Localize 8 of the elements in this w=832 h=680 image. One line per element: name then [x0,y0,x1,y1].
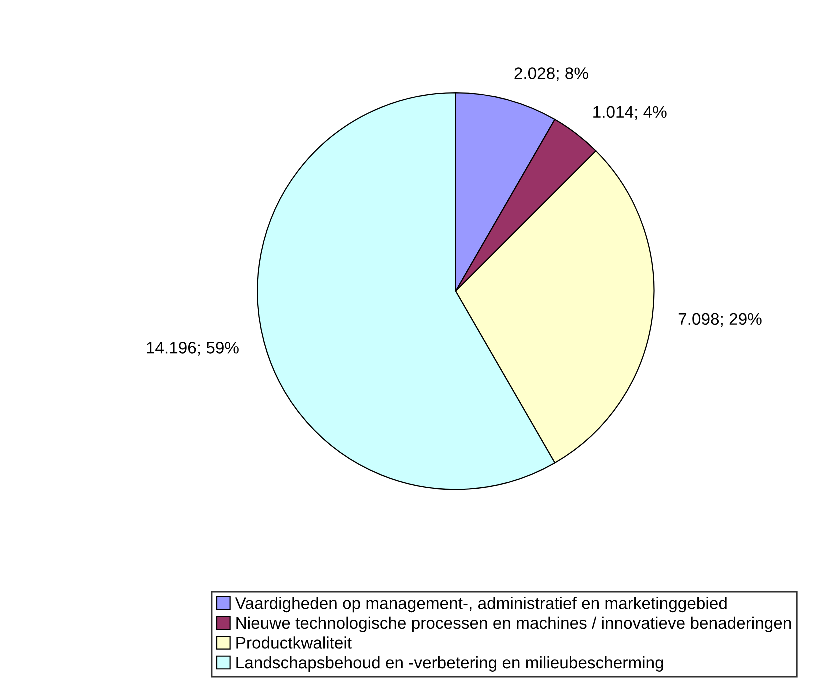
legend-label: Landschapsbehoud en -verbetering en milieubescherming [236,656,664,672]
data-label: 1.014; 4% [594,106,667,120]
legend-label: Productkwaliteit [236,636,352,649]
data-label: 14.196; 59% [147,342,239,356]
data-label: 2.028; 8% [514,68,588,82]
data-label: 7.098; 29% [678,313,762,328]
legend-label: Nieuwe technologische processen en machines / innovatieve benaderingen [236,616,792,632]
legend-label: Vaardigheden op management-, administratief en marketinggebied [235,597,727,613]
